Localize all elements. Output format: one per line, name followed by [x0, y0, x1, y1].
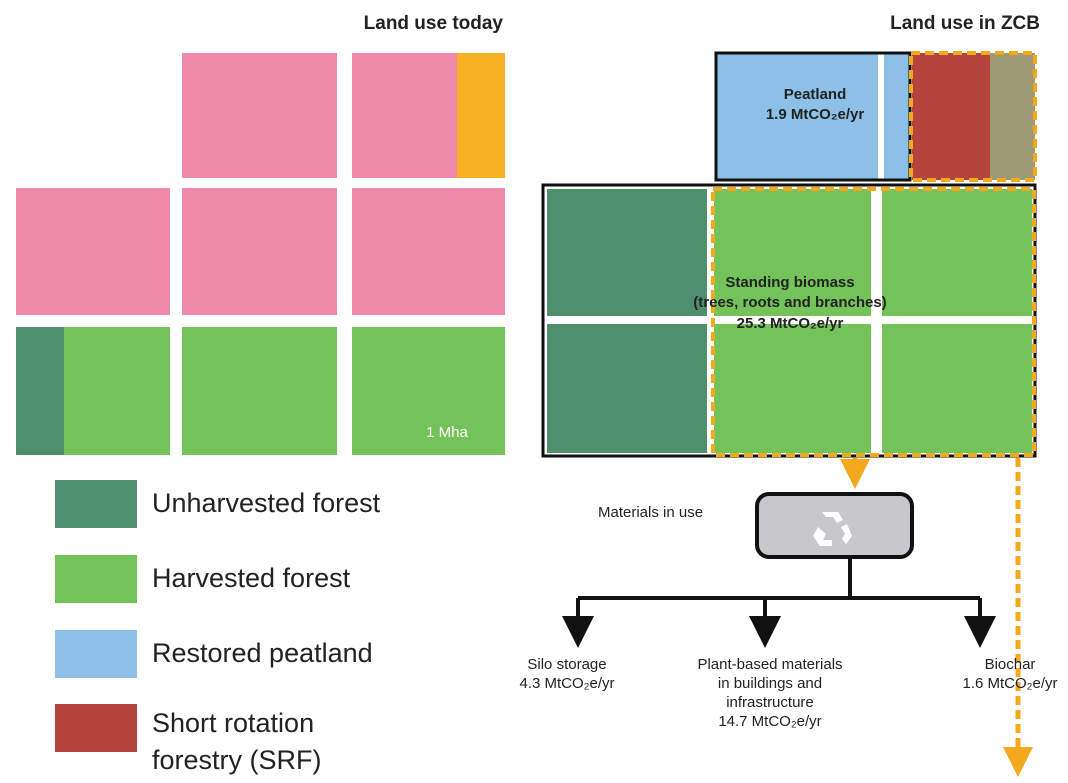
land-zcb: Land use in ZCB Peatland 1.9 MtCO₂e/yr S…	[519, 13, 1058, 777]
materials-box	[755, 492, 914, 559]
block	[16, 188, 170, 315]
block	[352, 327, 505, 455]
swatch	[55, 480, 137, 528]
output-label: Silo storage	[527, 656, 606, 673]
block	[714, 189, 871, 316]
block	[714, 324, 871, 453]
block	[457, 53, 505, 178]
dotted-box	[711, 187, 1036, 457]
title: Land use today	[364, 13, 504, 34]
block	[547, 189, 707, 316]
output-label: 1.6 MtCO₂e/yr	[962, 675, 1057, 692]
block	[547, 324, 707, 453]
legend-label: Unharvested forest	[152, 488, 381, 518]
block	[16, 327, 64, 455]
label: Standing biomass	[725, 274, 854, 291]
output-label: Biochar	[985, 656, 1036, 673]
output-label: 4.3 MtCO₂e/yr	[519, 675, 614, 692]
block	[182, 188, 337, 315]
land-today: Land use today 1 Mha	[16, 13, 505, 455]
title: Land use in ZCB	[890, 13, 1040, 34]
label: Materials in use	[598, 504, 703, 521]
block	[882, 189, 1032, 316]
legend: Unharvested forest Harvested forest Rest…	[55, 480, 381, 775]
label: 1.9 MtCO₂e/yr	[766, 106, 865, 123]
block	[352, 188, 505, 315]
block	[990, 53, 1035, 180]
connector	[578, 559, 980, 600]
scale-label: 1 Mha	[426, 424, 468, 441]
legend-label: forestry (SRF)	[152, 745, 322, 775]
swatch	[55, 630, 137, 678]
dotted-box	[909, 51, 1037, 182]
legend-label: Short rotation	[152, 708, 314, 738]
block	[182, 53, 337, 178]
block	[912, 53, 990, 180]
legend-label: Harvested forest	[152, 563, 351, 593]
label: (trees, roots and branches)	[693, 294, 886, 311]
output-label: infrastructure	[726, 694, 814, 711]
gap	[878, 53, 884, 180]
label: 25.3 MtCO₂e/yr	[737, 315, 844, 332]
label: Peatland	[784, 86, 847, 103]
recycle-icon	[813, 512, 852, 546]
swatch	[55, 555, 137, 603]
output-label: in buildings and	[718, 675, 822, 692]
output-label: Plant-based materials	[697, 656, 842, 673]
block	[882, 324, 1032, 453]
block	[182, 327, 337, 455]
output-label: 14.7 MtCO₂e/yr	[718, 713, 821, 730]
swatch	[55, 704, 137, 752]
legend-label: Restored peatland	[152, 638, 373, 668]
block	[716, 53, 910, 180]
